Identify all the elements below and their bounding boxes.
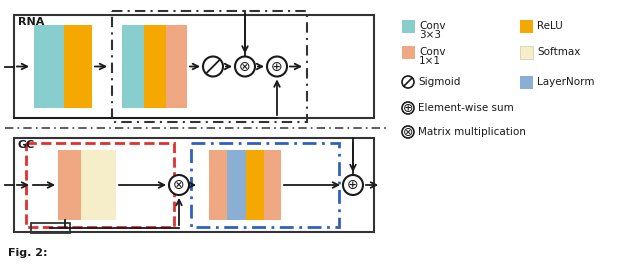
Text: Matrix multiplication: Matrix multiplication bbox=[418, 127, 526, 137]
Bar bbox=[166, 25, 187, 108]
Bar bbox=[122, 25, 144, 108]
Bar bbox=[402, 46, 415, 59]
Text: 1×1: 1×1 bbox=[419, 56, 441, 66]
Text: ⊗: ⊗ bbox=[173, 178, 185, 192]
Bar bbox=[26, 143, 174, 227]
Bar bbox=[520, 46, 533, 59]
Bar bbox=[34, 25, 64, 108]
Text: 3×3: 3×3 bbox=[419, 30, 441, 40]
Circle shape bbox=[343, 175, 363, 195]
Circle shape bbox=[267, 57, 287, 77]
Text: LayerNorm: LayerNorm bbox=[537, 77, 595, 87]
Text: Element-wise sum: Element-wise sum bbox=[418, 103, 514, 113]
Bar bbox=[144, 25, 166, 108]
Bar bbox=[14, 138, 374, 232]
Circle shape bbox=[402, 102, 414, 114]
Bar bbox=[227, 150, 246, 220]
Text: Conv: Conv bbox=[419, 47, 445, 57]
Text: Sigmoid: Sigmoid bbox=[418, 77, 460, 87]
Bar bbox=[209, 150, 227, 220]
Text: ⊗: ⊗ bbox=[239, 60, 251, 73]
Bar bbox=[402, 20, 415, 33]
Text: ⊕: ⊕ bbox=[347, 178, 359, 192]
Circle shape bbox=[402, 126, 414, 138]
Bar bbox=[58, 150, 81, 220]
Text: ⊕: ⊕ bbox=[271, 60, 283, 73]
Bar bbox=[191, 143, 339, 227]
Text: Softmax: Softmax bbox=[537, 47, 580, 57]
Bar bbox=[14, 15, 374, 118]
Bar bbox=[264, 150, 281, 220]
Circle shape bbox=[203, 57, 223, 77]
Bar bbox=[112, 11, 307, 122]
Bar bbox=[81, 150, 116, 220]
Bar bbox=[520, 20, 533, 33]
Text: Fig. 2:: Fig. 2: bbox=[8, 248, 47, 258]
Bar bbox=[246, 150, 264, 220]
Text: ReLU: ReLU bbox=[537, 21, 563, 31]
Text: ⊗: ⊗ bbox=[403, 125, 413, 139]
Text: RNA: RNA bbox=[18, 17, 44, 27]
Circle shape bbox=[402, 76, 414, 88]
Bar bbox=[31, 223, 70, 233]
Text: ⊕: ⊕ bbox=[403, 101, 413, 115]
Text: GC: GC bbox=[18, 140, 35, 150]
Text: Conv: Conv bbox=[419, 21, 445, 31]
Circle shape bbox=[169, 175, 189, 195]
Bar bbox=[520, 76, 533, 89]
Bar bbox=[64, 25, 92, 108]
Circle shape bbox=[235, 57, 255, 77]
